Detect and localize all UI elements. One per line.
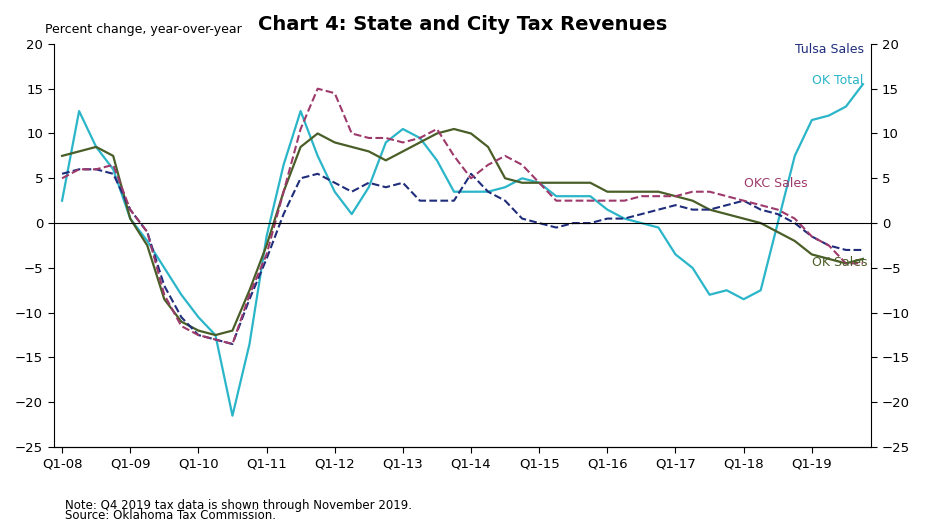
Text: Source: Oklahoma Tax Commission.: Source: Oklahoma Tax Commission.	[65, 509, 276, 522]
Text: Note: Q4 2019 tax data is shown through November 2019.: Note: Q4 2019 tax data is shown through …	[65, 499, 412, 512]
Text: OKC Sales: OKC Sales	[744, 177, 808, 190]
Title: Chart 4: State and City Tax Revenues: Chart 4: State and City Tax Revenues	[258, 15, 667, 34]
Text: Percent change, year-over-year: Percent change, year-over-year	[45, 23, 242, 36]
Text: OK Total: OK Total	[812, 74, 863, 87]
Text: Tulsa Sales: Tulsa Sales	[795, 43, 864, 56]
Text: OK Sales: OK Sales	[812, 256, 868, 269]
